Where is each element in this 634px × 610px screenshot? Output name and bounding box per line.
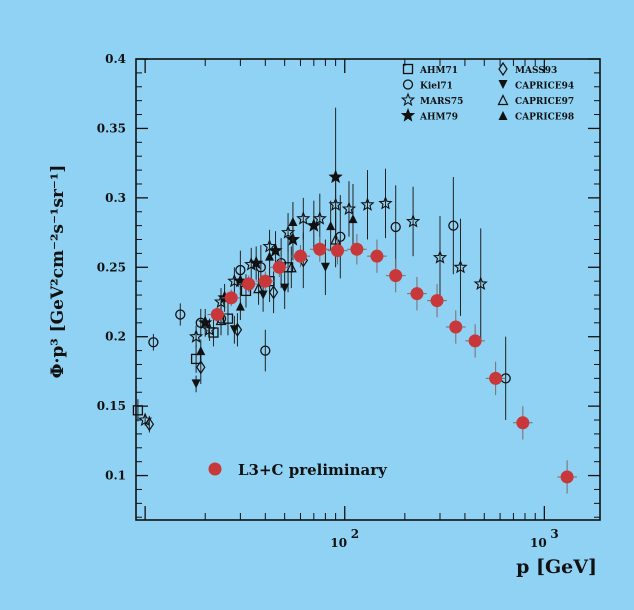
point-l3-c-preliminary <box>331 244 345 258</box>
legend-marker-kiel71 <box>402 79 414 90</box>
y-tick-label: 0.4 <box>105 52 126 66</box>
point-caprice98 <box>326 221 336 231</box>
point-caprice94 <box>280 283 290 293</box>
legend-label: MASS93 <box>515 66 557 76</box>
y-tick-label: 0.1 <box>105 469 126 483</box>
point-kiel71 <box>148 337 159 348</box>
point-mars75 <box>453 259 468 274</box>
legend-label: MARS75 <box>420 97 463 107</box>
y-axis-label: Φ·p³ [GeV²cm⁻²s⁻¹sr⁻¹] <box>48 165 68 379</box>
legend-marker-caprice98 <box>498 111 508 120</box>
point-caprice98 <box>348 214 358 224</box>
point-kiel71 <box>175 309 186 320</box>
point-mars75 <box>360 197 375 211</box>
point-l3-c-preliminary <box>242 277 256 291</box>
point-l3-c-preliminary <box>468 334 482 348</box>
point-mars75 <box>280 225 296 239</box>
point-mars75 <box>378 195 393 210</box>
x-tick-exponent: 2 <box>351 527 359 541</box>
data-points <box>132 107 577 494</box>
legend-marker-l3c <box>208 462 222 476</box>
axes: p [GeV] Φ·p³ [GeV²cm⁻²s⁻¹sr⁻¹] <box>48 58 601 578</box>
point-l3-c-preliminary <box>350 242 364 256</box>
point-caprice98 <box>196 346 206 356</box>
point-ahm79 <box>306 218 321 232</box>
point-caprice98 <box>288 216 298 226</box>
point-l3-c-preliminary <box>489 371 503 385</box>
legend-label: CAPRICE98 <box>515 113 574 123</box>
point-ahm71 <box>132 405 144 416</box>
point-ahm79 <box>198 315 213 329</box>
point-ahm79 <box>328 169 343 184</box>
figure-panel: p [GeV] Φ·p³ [GeV²cm⁻²s⁻¹sr⁻¹] 0.1 0.15 0.2… <box>8 8 626 602</box>
point-caprice98 <box>235 301 245 311</box>
point-kiel71 <box>260 345 271 356</box>
y-tick-label: 0.15 <box>97 399 126 413</box>
point-kiel71 <box>390 221 401 233</box>
legend-marker-caprice94 <box>498 80 508 89</box>
point-mars75 <box>405 213 421 228</box>
point-caprice94 <box>229 325 239 335</box>
y-tick-label: 0.3 <box>105 191 126 205</box>
plot-frame <box>135 58 601 521</box>
legend-label: AHM71 <box>419 66 458 76</box>
point-caprice97 <box>253 282 265 294</box>
point-kiel71 <box>448 220 459 231</box>
point-l3-c-preliminary <box>272 260 286 274</box>
point-ahm79 <box>249 255 264 270</box>
point-l3-c-preliminary <box>370 249 384 263</box>
point-ahm71 <box>222 313 234 324</box>
point-mars75 <box>473 276 488 291</box>
point-l3-c-preliminary <box>258 274 272 288</box>
point-l3-c-preliminary <box>430 294 444 308</box>
y-tick-label: 0.25 <box>97 260 126 274</box>
point-l3-c-preliminary <box>224 291 238 305</box>
legend-marker-mars75 <box>400 92 416 107</box>
point-l3-c-preliminary <box>293 249 307 263</box>
point-l3-c-preliminary <box>449 320 463 334</box>
point-l3-c-preliminary <box>560 470 574 484</box>
point-mars75 <box>296 211 311 225</box>
point-ahm79 <box>268 243 283 257</box>
point-mass93 <box>268 285 279 300</box>
x-tick-label: 10 <box>530 536 547 550</box>
point-mass93 <box>144 417 155 432</box>
point-l3-c-preliminary <box>210 307 224 321</box>
legend-label: AHM79 <box>419 113 458 123</box>
legend-marker-mass93 <box>498 61 508 77</box>
legend-marker-caprice97 <box>497 94 509 106</box>
chart-svg: p [GeV] Φ·p³ [GeV²cm⁻²s⁻¹sr⁻¹] 0.1 0.15 0.2… <box>48 52 601 578</box>
legend-label: CAPRICE97 <box>515 97 574 107</box>
point-mars75 <box>312 211 327 225</box>
point-l3-c-preliminary <box>389 269 403 283</box>
point-mars75 <box>188 329 204 343</box>
point-caprice94 <box>191 379 201 389</box>
legend: AHM71 Kiel71 MARS75 AHM79 MASS93 CAPRICE94 CAP… <box>208 61 574 479</box>
legend-label-l3c: L3+C preliminary <box>238 461 388 479</box>
legend-label: CAPRICE94 <box>515 82 574 92</box>
legend-label: Kiel71 <box>420 82 453 92</box>
point-mass93 <box>196 360 206 375</box>
legend-marker-ahm79 <box>400 107 416 122</box>
y-tick-label: 0.35 <box>97 121 126 135</box>
point-l3-c-preliminary <box>410 287 424 301</box>
x-axis-label: p [GeV] <box>516 556 597 578</box>
legend-marker-ahm71 <box>402 63 414 75</box>
point-mars75 <box>432 250 448 264</box>
y-tick-label: 0.2 <box>105 330 126 344</box>
point-caprice98 <box>265 251 275 261</box>
x-tick-label: 10 <box>330 536 347 550</box>
point-caprice94 <box>320 262 330 272</box>
point-l3-c-preliminary <box>516 416 530 430</box>
x-tick-exponent: 3 <box>550 527 558 541</box>
point-l3-c-preliminary <box>313 242 327 256</box>
